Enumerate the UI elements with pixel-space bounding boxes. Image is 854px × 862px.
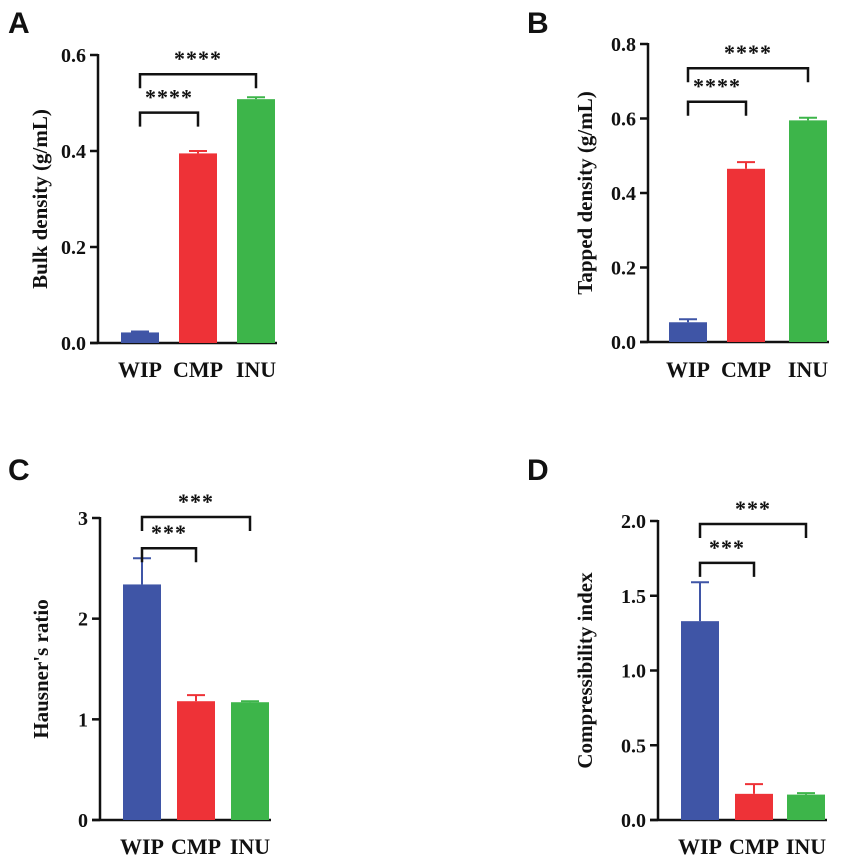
significance-bracket (140, 546, 198, 563)
significance-label: **** (145, 85, 193, 110)
significance-label: **** (724, 40, 772, 65)
bar-cmp (735, 793, 773, 820)
panel-b: B 0.0 0.2 0.4 0.6 0.8 Tapped density (g/mL) WIP… (527, 7, 829, 382)
bar-cmp (727, 168, 765, 342)
bar-inu (789, 120, 827, 342)
y-tick-label: 0.4 (611, 183, 636, 205)
category-label: CMP (171, 834, 221, 859)
significance-bracket (140, 515, 252, 531)
y-tick-label: 0.2 (611, 258, 636, 280)
panel-d: D 0.0 0.5 1.0 1.5 2.0 Compressibility index WIP… (527, 454, 827, 859)
y-tick-label: 1.0 (621, 661, 646, 683)
y-tick-label: 0.2 (61, 237, 86, 259)
bar-inu (787, 794, 825, 820)
category-label: WIP (120, 834, 164, 859)
y-tick-label: 0.0 (61, 333, 86, 355)
y-tick-label: 1 (78, 709, 88, 731)
category-label: CMP (721, 357, 771, 382)
panel-c: C 0 1 2 3 Hausner's ratio WIP CMP INU *** *** (8, 454, 271, 859)
significance-bracket (138, 72, 258, 89)
bar-wip (681, 621, 719, 820)
y-tick-label: 0.5 (621, 735, 646, 757)
category-label: WIP (678, 834, 722, 859)
bar-cmp (177, 701, 215, 820)
panel-letter: A (8, 7, 30, 40)
bar-inu (231, 702, 269, 820)
category-label: CMP (173, 357, 223, 382)
significance-label: *** (151, 520, 187, 545)
y-axis-title: Compressibility index (573, 572, 597, 769)
significance-label: **** (693, 74, 741, 99)
significance-label: *** (178, 489, 214, 514)
category-label: INU (788, 357, 828, 382)
y-tick-label: 2.0 (621, 511, 646, 533)
significance-bracket (138, 111, 200, 127)
y-tick-label: 0.0 (621, 810, 646, 832)
panel-letter: C (8, 454, 30, 487)
y-axis-title: Tapped density (g/mL) (573, 91, 597, 294)
panel-a: A 0.0 0.2 0.4 0.6 Bulk density (g/mL) WIP CMP IN… (8, 7, 277, 382)
bar-wip (121, 332, 159, 343)
bar-cmp (179, 153, 217, 343)
y-tick-label: 0.6 (61, 45, 86, 67)
category-label: INU (236, 357, 276, 382)
y-tick-label: 0.4 (61, 141, 86, 163)
significance-bracket (698, 561, 756, 577)
y-tick-label: 0.6 (611, 109, 636, 131)
category-label: INU (786, 834, 826, 859)
significance-label: *** (735, 496, 771, 521)
y-tick-label: 1.5 (621, 586, 646, 608)
panel-letter: B (527, 7, 549, 40)
bar-inu (237, 99, 275, 343)
y-axis-title: Bulk density (g/mL) (28, 109, 52, 289)
significance-bracket (698, 522, 808, 538)
y-tick-label: 0.8 (611, 34, 636, 56)
category-label: WIP (118, 357, 162, 382)
y-tick-label: 0 (78, 810, 88, 832)
significance-bracket (686, 66, 810, 83)
significance-label: *** (709, 535, 745, 560)
category-label: INU (230, 834, 270, 859)
bar-wip (669, 322, 707, 342)
significance-label: **** (174, 46, 222, 71)
category-label: CMP (729, 834, 779, 859)
panel-letter: D (527, 454, 549, 487)
significance-bracket (686, 100, 748, 116)
y-tick-label: 2 (78, 609, 88, 631)
y-tick-label: 0.0 (611, 332, 636, 354)
bar-wip (123, 584, 161, 820)
y-tick-label: 3 (78, 508, 88, 530)
y-axis-title: Hausner's ratio (29, 599, 53, 738)
category-label: WIP (666, 357, 710, 382)
